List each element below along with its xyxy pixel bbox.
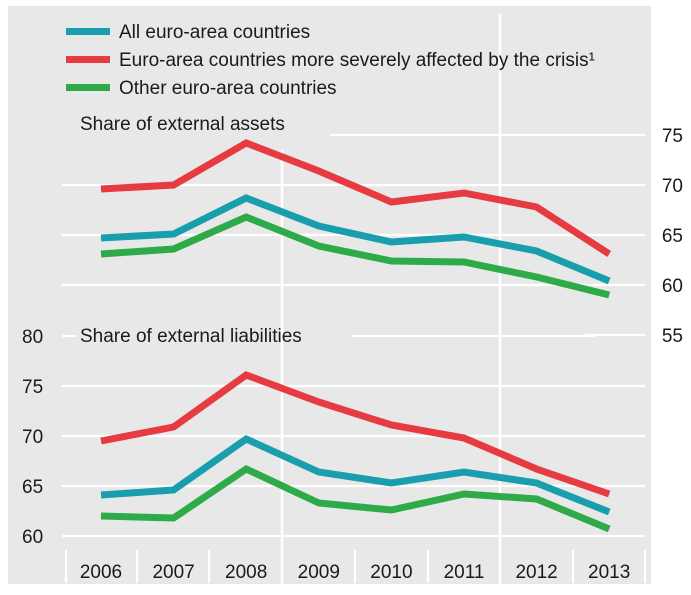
y-tick-label: 75 bbox=[22, 377, 43, 398]
series-line-other-assets bbox=[100, 213, 611, 299]
legend-label-other: Other euro-area countries bbox=[119, 78, 337, 99]
assets-panel-title: Share of external assets bbox=[80, 114, 285, 135]
x-tick-label: 2009 bbox=[298, 562, 340, 583]
legend-label-all: All euro-area countries bbox=[119, 22, 310, 43]
y-tick-label: 60 bbox=[22, 527, 43, 548]
legend-label-severely-affected: Euro-area countries more severely affect… bbox=[119, 50, 595, 71]
y-tick-label: 70 bbox=[662, 176, 683, 197]
series-line-all-assets bbox=[100, 194, 611, 285]
x-tick-label: 2007 bbox=[152, 562, 194, 583]
y-tick-label: 80 bbox=[22, 327, 43, 348]
series-line-severely-affected-assets bbox=[100, 139, 612, 257]
axis-ticks: 55 60 65 70 75 60 65 70 75 80 2006 2007 2008 2009 2010… bbox=[22, 126, 683, 583]
legend: All euro-area countries Euro-area countr… bbox=[66, 22, 595, 99]
y-tick-label: 75 bbox=[662, 126, 683, 147]
legend-swatch-other bbox=[66, 84, 110, 91]
x-tick-label: 2006 bbox=[80, 562, 122, 583]
series-line-severely-affected-liabilities bbox=[100, 371, 611, 498]
series-line-other-liabilities bbox=[100, 464, 611, 533]
x-tick-label: 2010 bbox=[370, 562, 412, 583]
x-tick-label: 2013 bbox=[588, 562, 630, 583]
y-tick-label: 70 bbox=[22, 427, 43, 448]
liabilities-panel-title: Share of external liabilities bbox=[80, 326, 302, 347]
legend-swatch-all bbox=[66, 28, 110, 35]
series-lines bbox=[100, 139, 612, 533]
x-tick-label: 2011 bbox=[444, 562, 485, 583]
x-tick-label: 2012 bbox=[515, 562, 557, 583]
y-tick-label: 65 bbox=[662, 226, 683, 247]
y-tick-label: 55 bbox=[662, 326, 683, 347]
series-line-all-liabilities bbox=[100, 434, 611, 516]
x-tick-label: 2008 bbox=[225, 562, 267, 583]
y-tick-label: 60 bbox=[662, 276, 683, 297]
y-tick-label: 65 bbox=[22, 477, 43, 498]
panel-titles: Share of external assets Share of extern… bbox=[80, 114, 302, 347]
legend-swatch-severely-affected bbox=[66, 56, 110, 63]
